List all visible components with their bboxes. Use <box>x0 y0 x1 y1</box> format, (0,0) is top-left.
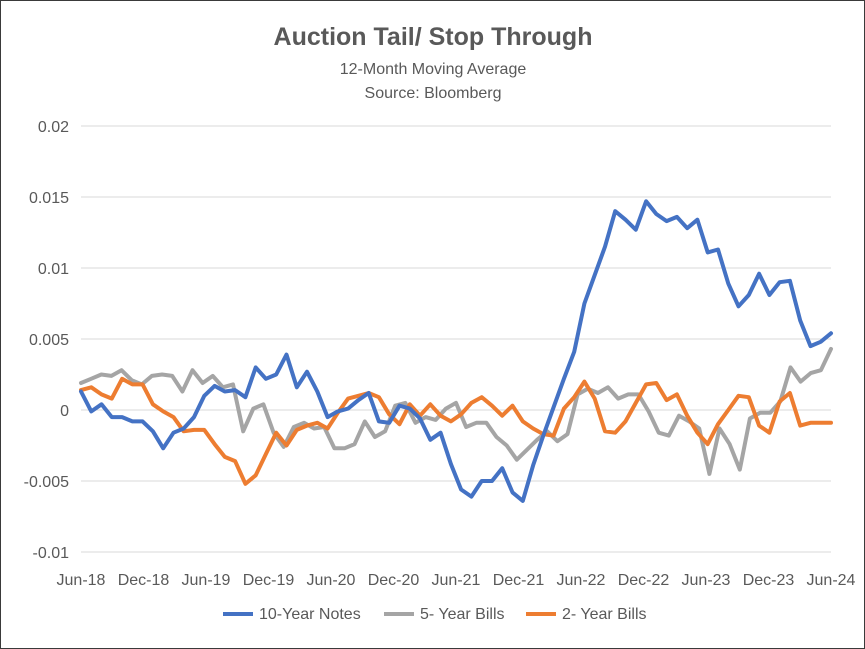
legend-label: 5- Year Bills <box>420 606 505 623</box>
y-tick-label: 0.02 <box>38 119 69 136</box>
series-line-1 <box>79 346 833 476</box>
x-tick-label: Jun-18 <box>57 572 106 589</box>
legend-label: 10-Year Notes <box>259 606 361 623</box>
chart-title: Auction Tail/ Stop Through <box>274 23 593 51</box>
y-tick-label: -0.01 <box>33 545 70 562</box>
legend-label: 2- Year Bills <box>562 606 647 623</box>
x-tick-label: Dec-20 <box>368 572 420 589</box>
chart-subtitle: 12-Month Moving Average <box>340 61 527 78</box>
y-tick-label: 0.01 <box>38 261 69 278</box>
x-tick-label: Dec-23 <box>743 572 795 589</box>
x-tick-label: Dec-19 <box>243 572 295 589</box>
x-tick-label: Jun-23 <box>682 572 731 589</box>
x-tick-label: Jun-24 <box>807 572 856 589</box>
y-axis-ticks: 0.02 0.015 0.01 0.005 0 -0.005 -0.01 <box>24 119 69 562</box>
y-tick-label: 0 <box>60 403 69 420</box>
y-tick-label: -0.005 <box>24 474 69 491</box>
series-line-2 <box>79 376 833 486</box>
x-tick-label: Jun-21 <box>432 572 481 589</box>
x-tick-label: Jun-19 <box>182 572 231 589</box>
y-tick-label: 0.015 <box>29 190 69 207</box>
x-tick-label: Dec-22 <box>618 572 670 589</box>
x-tick-label: Dec-21 <box>493 572 545 589</box>
gridlines <box>81 125 831 553</box>
y-tick-label: 0.005 <box>29 332 69 349</box>
x-tick-label: Dec-18 <box>118 572 170 589</box>
x-tick-label: Jun-20 <box>307 572 356 589</box>
x-axis-ticks: Jun-18 Dec-18 Jun-19 Dec-19 Jun-20 Dec-20 Jun-… <box>57 572 856 589</box>
chart-source: Source: Bloomberg <box>365 85 502 102</box>
x-tick-label: Jun-22 <box>557 572 606 589</box>
legend: 10-Year Notes 5- Year Bills 2- Year Bills <box>223 606 647 623</box>
series-line-0 <box>79 199 833 503</box>
series-lines <box>79 199 833 503</box>
